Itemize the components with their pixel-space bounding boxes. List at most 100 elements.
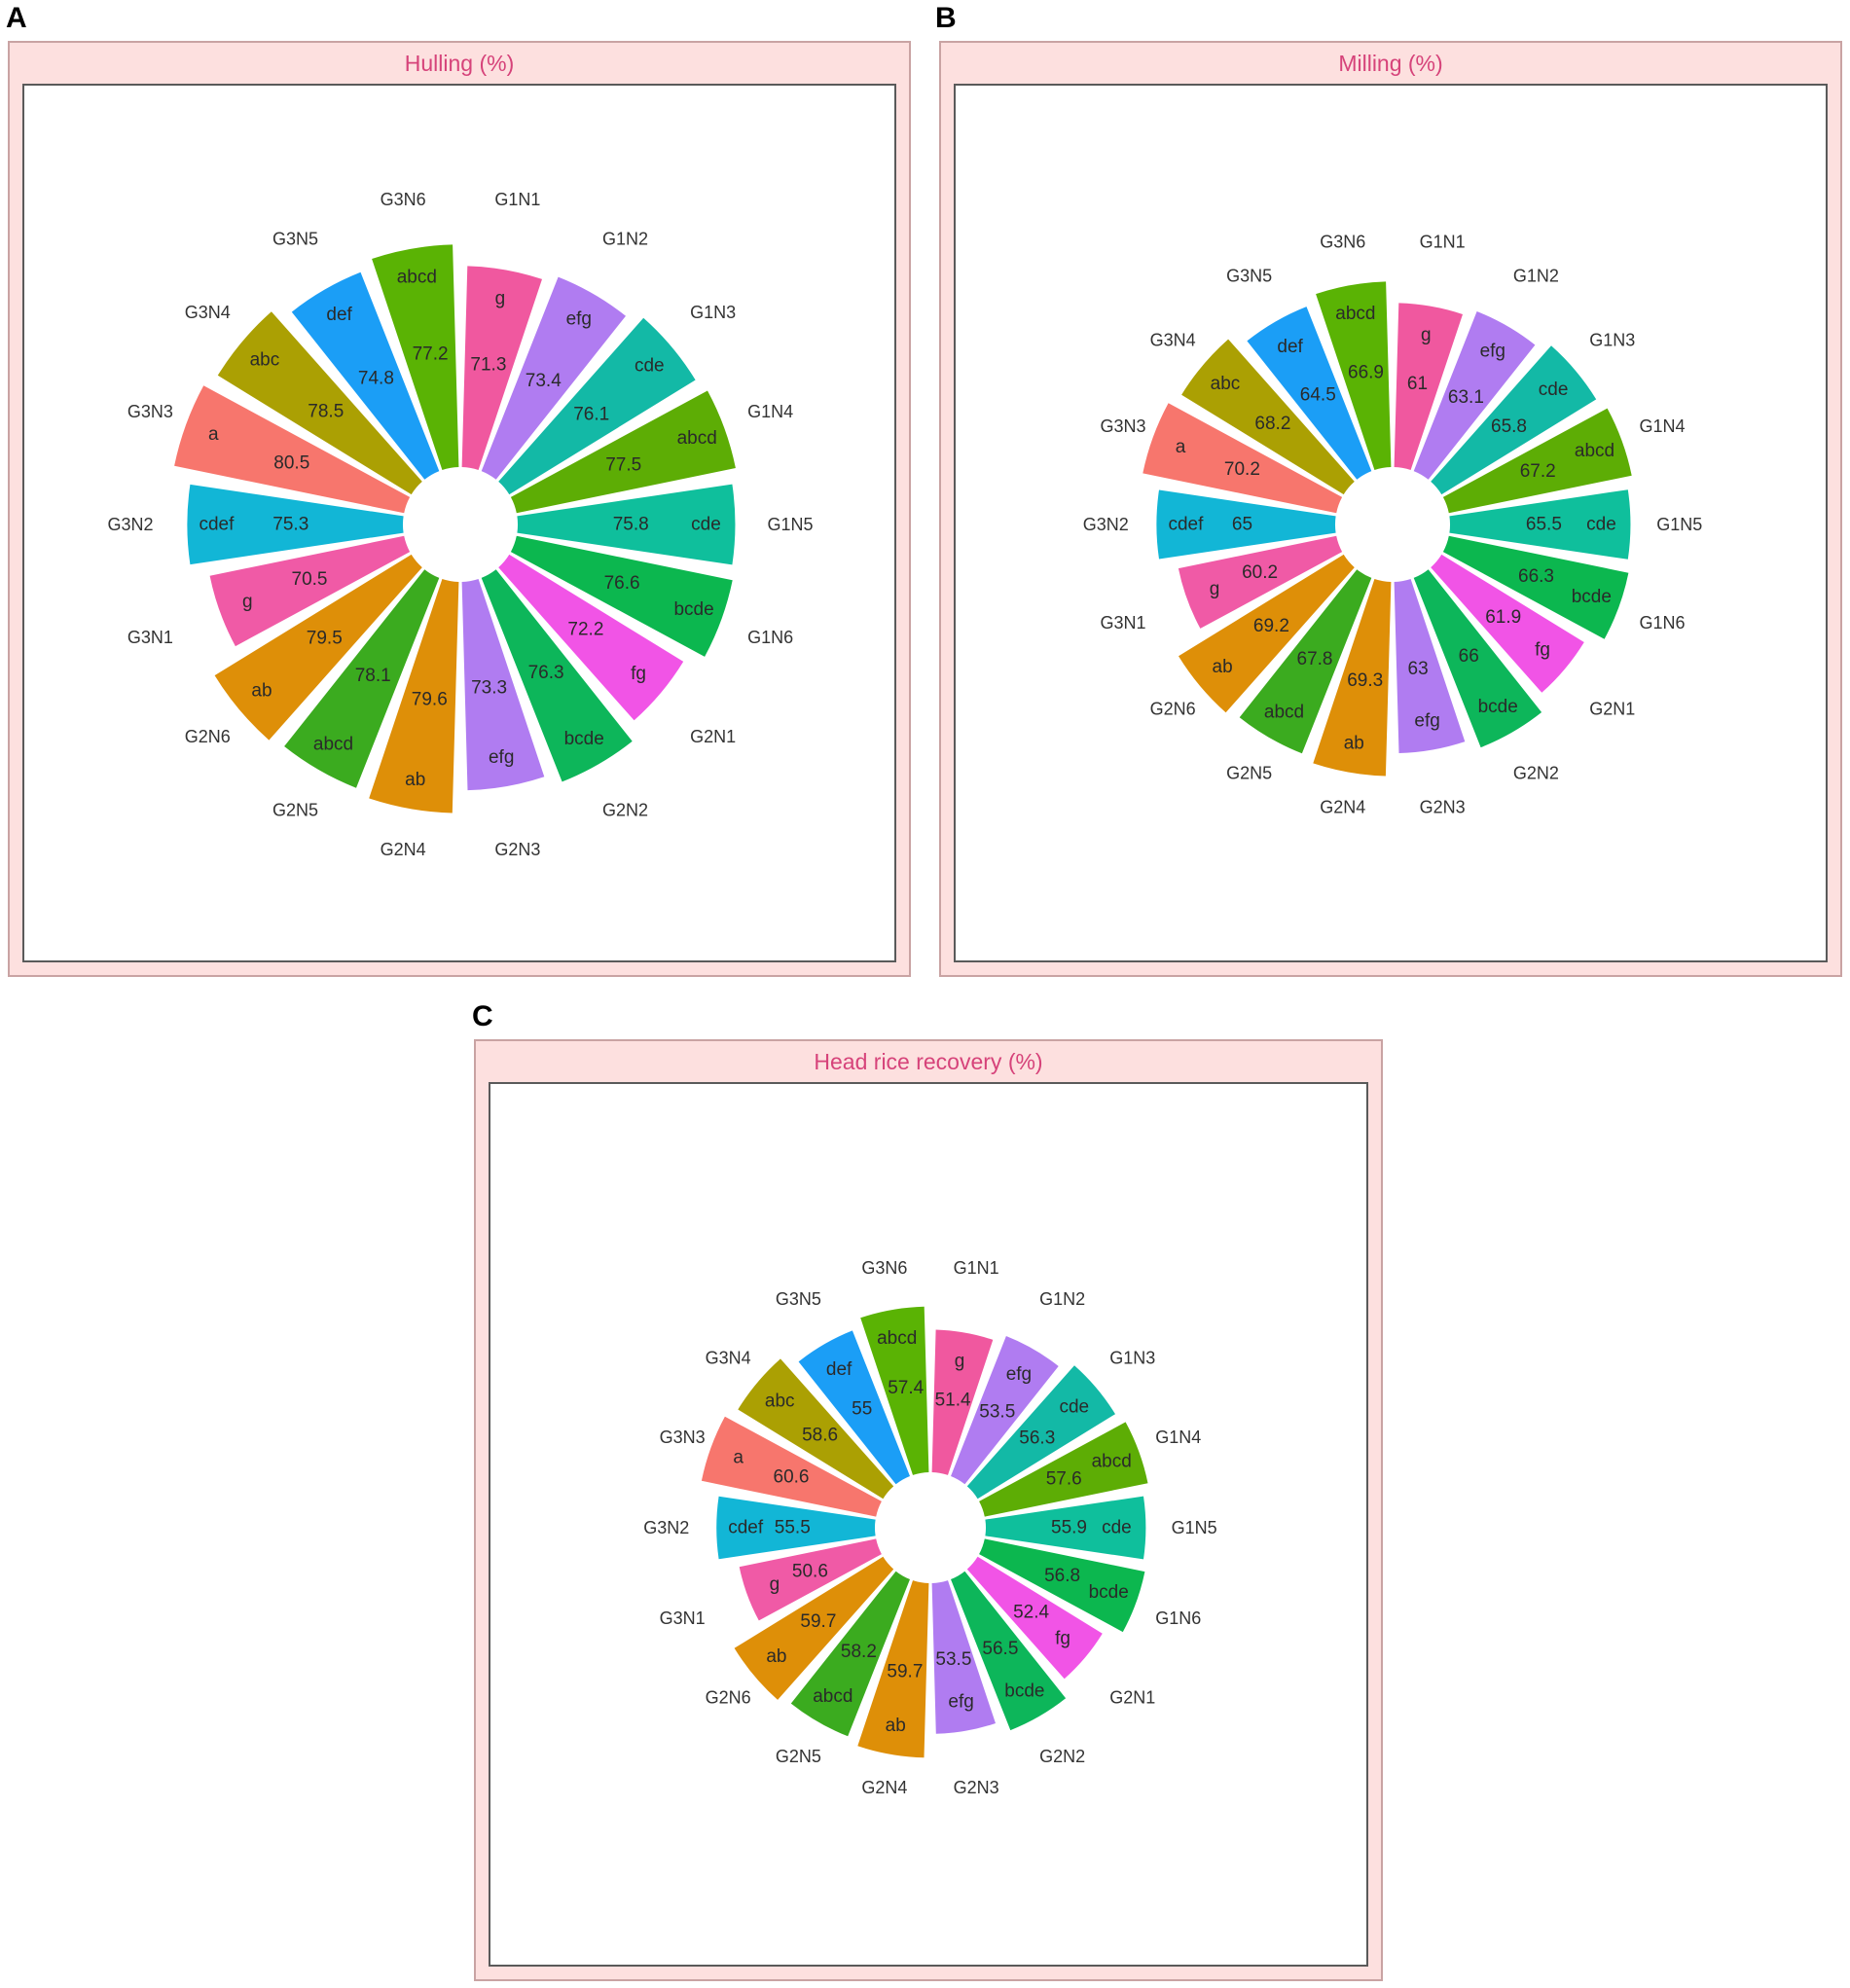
significance-letters: abcd xyxy=(877,1328,917,1349)
category-label: G1N2 xyxy=(1039,1289,1085,1309)
category-label: G3N1 xyxy=(127,628,173,647)
bar-g1n1 xyxy=(461,266,542,470)
bar-g2n3 xyxy=(1394,579,1466,753)
significance-letters: def xyxy=(1277,337,1303,357)
category-label: G1N1 xyxy=(954,1258,999,1278)
bar-g3n1 xyxy=(209,535,411,647)
category-label: G3N3 xyxy=(1100,416,1145,436)
category-label: G1N5 xyxy=(1172,1518,1217,1537)
bar-g2n1 xyxy=(966,1556,1103,1680)
category-label: G2N5 xyxy=(1226,763,1272,782)
category-label: G3N1 xyxy=(660,1608,706,1628)
category-label: G2N5 xyxy=(272,801,318,820)
value-label: 75.3 xyxy=(272,515,308,535)
significance-letters: ab xyxy=(1344,734,1364,754)
significance-letters: efg xyxy=(1006,1364,1032,1385)
significance-letters: abcd xyxy=(1335,304,1375,324)
bar-g3n3 xyxy=(701,1416,882,1517)
category-label: G2N6 xyxy=(1150,700,1196,719)
bar-g2n2 xyxy=(951,1571,1067,1731)
value-label: 65.8 xyxy=(1491,416,1527,437)
value-label: 64.5 xyxy=(1300,385,1336,406)
category-label: G3N4 xyxy=(1150,331,1196,350)
value-label: 67.8 xyxy=(1297,649,1333,669)
bar-g2n5 xyxy=(284,569,440,788)
category-label: G3N3 xyxy=(660,1428,706,1447)
significance-letters: efg xyxy=(1480,342,1505,362)
significance-letters: cde xyxy=(1539,380,1569,400)
category-label: G2N2 xyxy=(1513,763,1559,782)
panel-a-plot-area xyxy=(22,84,896,962)
value-label: 76.1 xyxy=(573,405,609,425)
significance-letters: g xyxy=(770,1574,780,1595)
category-label: G3N1 xyxy=(1100,613,1145,633)
significance-letters: a xyxy=(733,1448,744,1468)
significance-letters: bcde xyxy=(673,599,713,620)
category-label: G2N2 xyxy=(1039,1747,1085,1766)
value-label: 65.5 xyxy=(1526,515,1562,535)
significance-letters: def xyxy=(826,1359,852,1380)
bar-g3n5 xyxy=(798,1330,910,1485)
panel-c-plot-area xyxy=(489,1082,1368,1967)
significance-letters: abc xyxy=(1211,374,1241,394)
category-label: G2N1 xyxy=(690,727,736,746)
significance-letters: efg xyxy=(948,1692,973,1713)
value-label: 75.8 xyxy=(613,515,649,535)
value-label: 77.5 xyxy=(605,454,641,475)
value-label: 76.3 xyxy=(528,663,564,683)
value-label: 53.5 xyxy=(935,1649,971,1670)
significance-letters: a xyxy=(208,424,219,445)
bar-g3n6 xyxy=(372,244,459,470)
value-label: 57.6 xyxy=(1046,1469,1082,1490)
value-label: 72.2 xyxy=(567,620,603,640)
value-label: 58.2 xyxy=(841,1642,877,1662)
category-label: G1N3 xyxy=(1109,1349,1155,1368)
category-label: G2N6 xyxy=(185,727,231,746)
bar-g3n3 xyxy=(1143,403,1343,514)
bar-g3n6 xyxy=(1316,281,1392,470)
significance-letters: a xyxy=(1176,437,1186,457)
significance-letters: abc xyxy=(250,350,280,371)
significance-letters: abc xyxy=(765,1392,795,1412)
bar-g3n3 xyxy=(174,385,411,514)
value-label: 71.3 xyxy=(470,355,506,376)
category-label: G3N5 xyxy=(272,229,318,248)
category-label: G1N4 xyxy=(1155,1428,1201,1447)
bar-g1n3 xyxy=(498,317,696,495)
category-label: G3N4 xyxy=(185,303,231,322)
bar-g1n6 xyxy=(510,535,733,657)
category-label: G1N5 xyxy=(767,515,813,534)
significance-letters: cdef xyxy=(728,1518,764,1538)
value-label: 78.1 xyxy=(355,666,391,686)
bar-g1n5 xyxy=(517,484,736,565)
bar-g3n2 xyxy=(187,484,404,565)
value-label: 55.5 xyxy=(775,1518,811,1538)
significance-letters: bcde xyxy=(1089,1582,1129,1603)
value-label: 61.9 xyxy=(1485,607,1521,628)
significance-letters: g xyxy=(955,1352,965,1372)
category-label: G2N1 xyxy=(1109,1687,1155,1707)
panel-a-title: Hulling (%) xyxy=(404,51,515,76)
bar-g3n6 xyxy=(860,1306,929,1475)
bar-g2n2 xyxy=(1413,569,1542,748)
category-label: G1N4 xyxy=(747,402,793,421)
significance-letters: ab xyxy=(251,681,272,702)
significance-letters: ab xyxy=(405,770,425,790)
category-label: G2N1 xyxy=(1589,700,1635,719)
bar-g2n1 xyxy=(498,554,684,721)
category-label: G2N6 xyxy=(706,1687,751,1707)
value-label: 67.2 xyxy=(1520,461,1556,482)
significance-letters: cde xyxy=(691,515,721,535)
significance-letters: cde xyxy=(635,356,665,377)
value-label: 79.5 xyxy=(307,629,343,649)
bar-g1n6 xyxy=(979,1538,1145,1633)
bar-g2n4 xyxy=(369,579,459,813)
bar-g1n5 xyxy=(1449,489,1631,560)
panel-b-title: Milling (%) xyxy=(1338,51,1443,76)
bar-g1n4 xyxy=(1442,408,1632,514)
bar-g1n2 xyxy=(951,1336,1059,1485)
value-label: 59.7 xyxy=(800,1611,836,1632)
significance-letters: g xyxy=(242,592,253,612)
